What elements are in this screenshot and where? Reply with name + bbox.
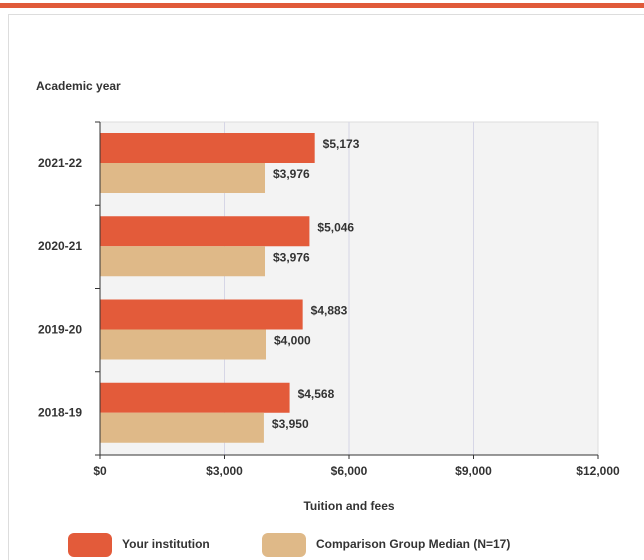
bar [100,163,266,193]
frame [8,14,644,560]
bar [100,216,310,247]
y-tick-label: 2021-22 [38,156,82,170]
x-tick-label: $9,000 [455,464,492,478]
value-label: $4,568 [298,387,335,401]
x-axis-title: Tuition and fees [303,499,394,513]
y-tick-label: 2018-19 [38,406,82,420]
x-tick-label: $12,000 [576,464,620,478]
x-tick-label: $0 [93,464,107,478]
value-label: $5,173 [323,137,360,151]
legend-swatch [68,533,112,557]
value-label: $3,976 [273,250,310,264]
legend-label: Comparison Group Median (N=17) [316,537,510,551]
x-tick-label: $6,000 [331,464,368,478]
y-axis-title: Academic year [36,79,121,93]
bar [100,382,290,413]
value-label: $3,950 [272,417,309,431]
bar [100,133,315,163]
top-rule [0,3,644,8]
bar [100,246,266,277]
bar [100,412,264,443]
value-label: $4,883 [311,304,348,318]
x-tick-label: $3,000 [206,464,243,478]
legend-label: Your institution [122,537,210,551]
bar [100,329,266,360]
value-label: $3,976 [273,167,310,181]
legend-swatch [262,533,306,557]
bar [100,299,303,330]
y-tick-label: 2020-21 [38,239,82,253]
y-tick-label: 2019-20 [38,322,82,336]
value-label: $4,000 [274,334,311,348]
value-label: $5,046 [317,220,354,234]
